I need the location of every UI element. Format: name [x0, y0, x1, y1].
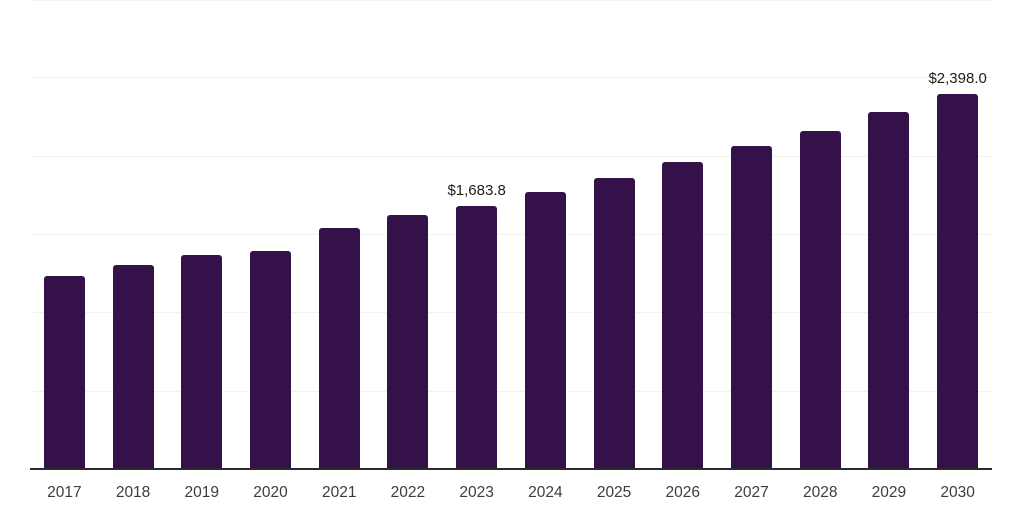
bar-2020[interactable]: [250, 250, 291, 468]
bar-2024[interactable]: [524, 191, 566, 468]
gridline: [30, 77, 992, 79]
gridline: [30, 390, 992, 392]
x-tick-2028: 2028: [802, 484, 838, 501]
bar-2021[interactable]: [318, 228, 360, 468]
x-tick-2022: 2022: [390, 484, 426, 501]
x-tick-2023: 2023: [459, 484, 494, 501]
x-tick-2027: 2027: [734, 484, 769, 501]
gridline: [30, 234, 992, 235]
bar-2022[interactable]: [387, 214, 429, 468]
bar-2027[interactable]: [731, 145, 772, 468]
bar-2023[interactable]: [456, 206, 498, 468]
gridline: [30, 0, 992, 1]
x-tick-2018: 2018: [115, 484, 151, 501]
data-label-2030: $2,398.0: [928, 70, 987, 88]
x-tick-2029: 2029: [871, 484, 907, 501]
plot-area: $1,683.8 $2,398.0: [30, 0, 992, 470]
bar-2026[interactable]: [662, 161, 704, 468]
x-tick-2017: 2017: [47, 484, 82, 501]
x-tick-2030: 2030: [940, 484, 975, 501]
x-tick-2024: 2024: [528, 484, 563, 501]
bar-2030[interactable]: [937, 94, 979, 468]
bar-2019[interactable]: [181, 255, 223, 468]
data-label-2023: $1,683.8: [447, 182, 506, 200]
gridline: [30, 312, 992, 314]
gridline: [30, 155, 992, 157]
x-tick-2019: 2019: [184, 484, 220, 501]
bar-2028[interactable]: [799, 130, 841, 468]
bar-2018[interactable]: [112, 265, 154, 468]
x-tick-2020: 2020: [253, 484, 288, 501]
x-tick-2026: 2026: [665, 484, 701, 501]
x-tick-2021: 2021: [321, 484, 357, 501]
x-tick-2025: 2025: [596, 484, 632, 501]
bar-2029[interactable]: [868, 111, 910, 468]
bar-2025[interactable]: [593, 178, 635, 468]
bar-2017[interactable]: [43, 275, 85, 468]
